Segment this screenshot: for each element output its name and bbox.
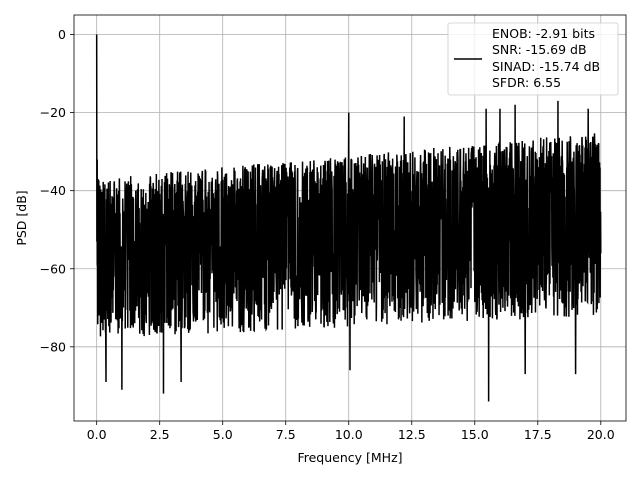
psd-series-line — [95, 34, 602, 402]
series-group — [95, 34, 602, 402]
x-tick-label: 12.5 — [398, 427, 426, 442]
axes-frame — [73, 14, 627, 422]
x-tick-label: 2.5 — [150, 427, 170, 442]
legend-box — [447, 22, 619, 96]
x-tick-label: 10.0 — [335, 427, 363, 442]
x-axis-ticks: 0.0 2.5 5.0 7.5 10.0 12.5 15.0 17.5 20.0 — [87, 421, 615, 442]
legend-text-enob: ENOB: -2.91 bits — [492, 26, 595, 41]
y-tick-label: 0 — [58, 27, 66, 42]
legend-text-snr: SNR: -15.69 dB — [492, 42, 587, 57]
x-tick-label: 5.0 — [213, 427, 233, 442]
y-tick-label: −40 — [40, 183, 66, 198]
y-tick-label: −60 — [40, 261, 66, 276]
y-tick-label: −20 — [40, 105, 66, 120]
legend: ENOB: -2.91 bits SNR: -15.69 dB SINAD: -… — [447, 22, 619, 96]
y-axis-ticks: 0 −20 −40 −60 −80 — [40, 27, 74, 354]
y-axis-label: PSD [dB] — [14, 190, 29, 245]
legend-text-sfdr: SFDR: 6.55 — [492, 75, 561, 90]
x-tick-label: 7.5 — [276, 427, 296, 442]
x-tick-label: 0.0 — [87, 427, 107, 442]
y-tick-label: −80 — [40, 339, 66, 354]
x-tick-label: 17.5 — [524, 427, 552, 442]
x-axis-label: Frequency [MHz] — [297, 450, 402, 465]
x-tick-label: 20.0 — [587, 427, 615, 442]
legend-text-sinad: SINAD: -15.74 dB — [492, 59, 600, 74]
x-tick-label: 15.0 — [461, 427, 489, 442]
